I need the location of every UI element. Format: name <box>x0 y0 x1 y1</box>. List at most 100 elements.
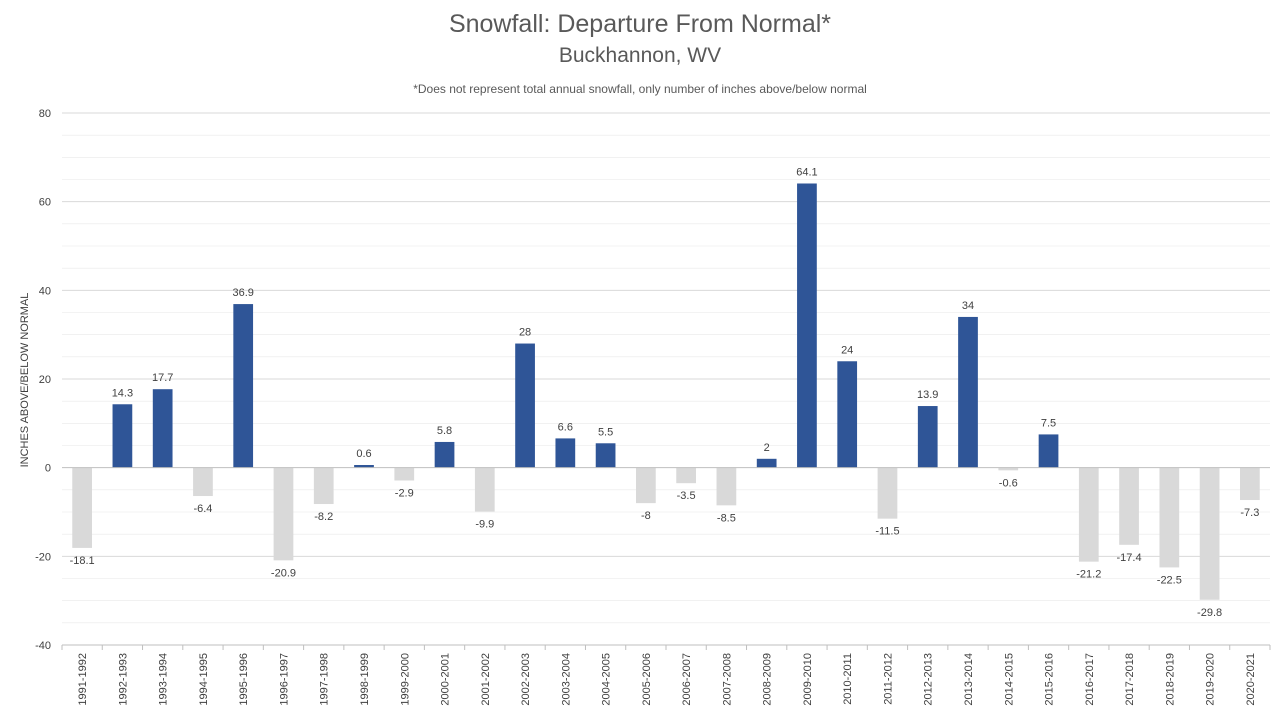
y-tick-label: 40 <box>39 285 51 297</box>
x-tick-label: 2005-2006 <box>641 653 653 706</box>
data-label: 24 <box>841 344 853 356</box>
x-tick-label: 1994-1995 <box>198 653 210 706</box>
bar <box>958 316 978 468</box>
x-tick-label: 1998-1999 <box>359 653 371 706</box>
data-label: -29.8 <box>1197 607 1222 619</box>
x-tick-label: 2015-2016 <box>1044 653 1056 706</box>
x-tick-label: 2006-2007 <box>681 653 693 706</box>
bar <box>917 406 938 468</box>
chart-title: Snowfall: Departure From Normal* <box>448 10 832 38</box>
data-label: -22.5 <box>1157 574 1182 586</box>
data-label: 28 <box>519 327 531 339</box>
y-tick-label: 0 <box>45 463 51 475</box>
bar <box>1038 434 1059 468</box>
y-tick-label: 60 <box>39 197 51 209</box>
data-label: 5.5 <box>598 426 613 438</box>
bar <box>354 465 374 468</box>
x-tick-label: 2012-2013 <box>923 653 935 706</box>
bar <box>394 467 415 481</box>
x-tick-label: 2016-2017 <box>1084 653 1096 706</box>
bar <box>313 467 334 505</box>
bar <box>756 458 777 468</box>
bar <box>998 467 1019 471</box>
x-tick-label: 1992-1993 <box>117 653 129 706</box>
x-tick-label: 2014-2015 <box>1003 653 1015 706</box>
x-tick-label: 2017-2018 <box>1124 653 1136 706</box>
x-tick-label: 2001-2002 <box>480 653 492 706</box>
bar <box>555 438 576 468</box>
bar <box>193 467 213 497</box>
data-label: -8.2 <box>314 511 333 523</box>
bar <box>1240 467 1260 501</box>
bar <box>797 183 817 468</box>
data-label: 34 <box>962 300 974 312</box>
bar <box>233 304 254 468</box>
data-label: -17.4 <box>1117 552 1142 564</box>
data-label: -9.9 <box>475 519 494 531</box>
bar <box>273 467 294 561</box>
data-label: -6.4 <box>193 503 212 515</box>
data-label: -18.1 <box>70 555 95 567</box>
bar <box>877 467 898 519</box>
chart-note: *Does not represent total annual snowfal… <box>413 82 867 96</box>
x-tick-label: 2000-2001 <box>440 653 452 706</box>
x-tick-label: 1996-1997 <box>278 653 290 706</box>
x-tick-label: 2007-2008 <box>721 653 733 706</box>
x-tick-label: 2009-2010 <box>802 653 814 706</box>
bar <box>515 343 535 468</box>
data-label: -2.9 <box>395 488 414 500</box>
data-label: 14.3 <box>112 387 133 399</box>
x-tick-label: 2002-2003 <box>520 653 532 706</box>
x-tick-label: 1999-2000 <box>399 653 411 706</box>
data-label: 0.6 <box>356 448 371 460</box>
bar <box>837 361 858 468</box>
bar <box>1199 467 1220 600</box>
bar <box>636 467 656 504</box>
chart-subtitle: Buckhannon, WV <box>558 44 722 67</box>
bar <box>72 467 92 548</box>
x-tick-label: 2008-2009 <box>762 653 774 706</box>
x-tick-label: 1991-1992 <box>77 653 89 706</box>
data-label: -7.3 <box>1240 507 1259 519</box>
x-tick-label: 2013-2014 <box>963 653 975 706</box>
bar <box>676 467 696 484</box>
data-label: 17.7 <box>152 372 173 384</box>
x-tick-label: 2011-2012 <box>882 653 894 705</box>
data-label: 64.1 <box>796 166 817 178</box>
data-label: -21.2 <box>1076 569 1101 581</box>
data-label: -0.6 <box>999 477 1018 489</box>
data-label: -11.5 <box>875 526 899 538</box>
y-tick-label: -20 <box>35 551 51 563</box>
x-tick-label: 2019-2020 <box>1205 653 1217 706</box>
data-label: -20.9 <box>271 567 296 579</box>
x-tick-label: 2020-2021 <box>1245 653 1257 706</box>
y-tick-label: 20 <box>39 374 51 386</box>
data-label: -8 <box>641 510 651 522</box>
bar <box>595 443 616 468</box>
x-tick-label: 2018-2019 <box>1164 653 1176 706</box>
x-tick-label: 2010-2011 <box>842 653 854 705</box>
x-tick-label: 2003-2004 <box>560 653 572 706</box>
y-tick-label: 80 <box>39 108 51 120</box>
bar <box>1119 467 1139 545</box>
data-label: 13.9 <box>917 389 938 401</box>
bar <box>1159 467 1180 568</box>
bar <box>1078 467 1099 562</box>
data-label: -8.5 <box>717 512 736 524</box>
bar <box>152 389 173 468</box>
data-label: 6.6 <box>558 421 573 433</box>
x-tick-label: 1997-1998 <box>319 653 331 706</box>
bar <box>434 441 455 468</box>
x-tick-label: 2004-2005 <box>601 653 613 706</box>
x-tick-label: 1993-1994 <box>158 653 170 706</box>
bar <box>474 467 495 512</box>
data-label: 36.9 <box>232 287 253 299</box>
x-tick-label: 1995-1996 <box>238 653 250 706</box>
data-label: 5.8 <box>437 425 452 437</box>
data-label: 2 <box>764 442 770 454</box>
data-label: 7.5 <box>1041 417 1056 429</box>
y-tick-label: -40 <box>35 640 51 652</box>
data-label: -3.5 <box>677 490 696 502</box>
bar <box>112 404 133 468</box>
